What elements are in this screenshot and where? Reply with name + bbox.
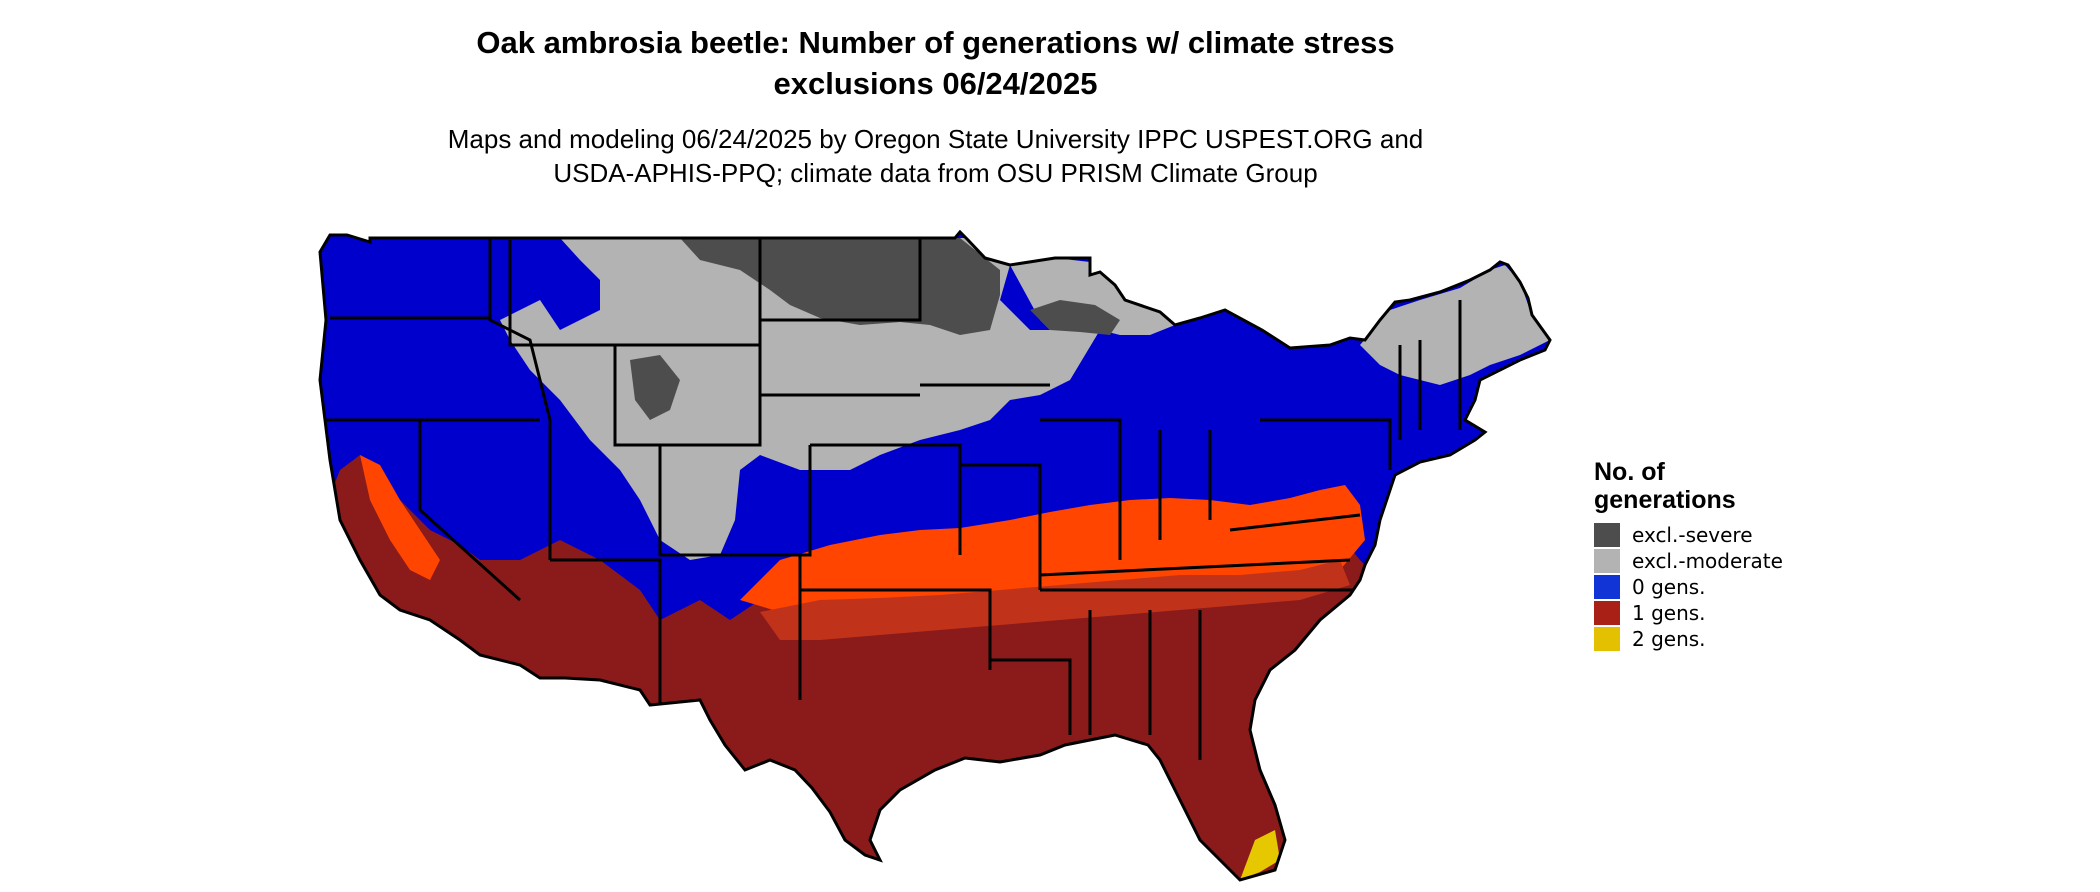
border-mo bbox=[960, 463, 1042, 590]
title-line-1: Oak ambrosia beetle: Number of generatio… bbox=[476, 25, 1395, 60]
border-nm-tx bbox=[660, 553, 802, 700]
zone-one-gen-mid-band bbox=[760, 560, 1350, 640]
legend-label: 2 gens. bbox=[1632, 627, 1706, 651]
subtitle-line-2: USDA-APHIS-PPQ; climate data from OSU PR… bbox=[553, 158, 1318, 188]
legend-swatch bbox=[1594, 523, 1620, 547]
border-al-ga bbox=[1088, 610, 1202, 760]
title-line-2: exclusions 06/24/2025 bbox=[773, 66, 1098, 101]
legend-label: excl.-moderate bbox=[1632, 549, 1783, 573]
zone-excl-severe-superior bbox=[1030, 300, 1120, 335]
border-ne-states bbox=[1398, 300, 1462, 440]
map-subtitle: Maps and modeling 06/24/2025 by Oregon S… bbox=[0, 122, 1871, 190]
legend-item-2-gens: 2 gens. bbox=[1594, 626, 1783, 652]
legend-item-excl-moderate: excl.-moderate bbox=[1594, 548, 1783, 574]
us-outline bbox=[318, 229, 1552, 882]
generation-fill bbox=[320, 232, 1550, 880]
legend-swatch bbox=[1594, 575, 1620, 599]
border-az-nm bbox=[550, 558, 662, 705]
border-in-oh bbox=[1158, 430, 1212, 540]
legend-title: No. of generations bbox=[1594, 458, 1783, 514]
state-borders bbox=[326, 238, 1462, 760]
border-sd-ne bbox=[760, 238, 922, 322]
legend-item-excl-severe: excl.-severe bbox=[1594, 522, 1783, 548]
map-title: Oak ambrosia beetle: Number of generatio… bbox=[0, 22, 1871, 104]
legend-title-line-2: generations bbox=[1594, 486, 1736, 514]
legend-swatch bbox=[1594, 549, 1620, 573]
legend-label: 1 gens. bbox=[1632, 601, 1706, 625]
border-ky-tn bbox=[1039, 558, 1351, 577]
zone-excl-severe-rockies bbox=[630, 355, 680, 420]
legend-item-0-gens: 0 gens. bbox=[1594, 574, 1783, 600]
subtitle-line-1: Maps and modeling 06/24/2025 by Oregon S… bbox=[447, 124, 1424, 154]
legend-item-1-gens: 1 gens. bbox=[1594, 600, 1783, 626]
legend: No. of generations excl.-severe excl.-mo… bbox=[1594, 458, 1783, 652]
border-nv-ca bbox=[418, 420, 522, 602]
border-nd-sd bbox=[758, 238, 920, 397]
zone-two-gens bbox=[1240, 830, 1280, 880]
legend-title-line-1: No. of bbox=[1594, 458, 1665, 486]
legend-swatch bbox=[1594, 601, 1620, 625]
legend-label: excl.-severe bbox=[1632, 523, 1753, 547]
border-mt-wy bbox=[508, 240, 760, 347]
border-ne-ks bbox=[810, 443, 962, 555]
border-wi-il bbox=[1040, 418, 1122, 560]
zone-one-gen-orange-california bbox=[360, 455, 440, 580]
zone-excl-moderate-northeast bbox=[1360, 265, 1550, 385]
border-va-nc bbox=[1229, 513, 1361, 532]
legend-label: 0 gens. bbox=[1632, 575, 1706, 599]
border-ar-la bbox=[990, 658, 1072, 735]
border-ok-tx bbox=[800, 588, 992, 670]
border-pa-ny bbox=[1260, 418, 1392, 470]
legend-swatch bbox=[1594, 627, 1620, 651]
